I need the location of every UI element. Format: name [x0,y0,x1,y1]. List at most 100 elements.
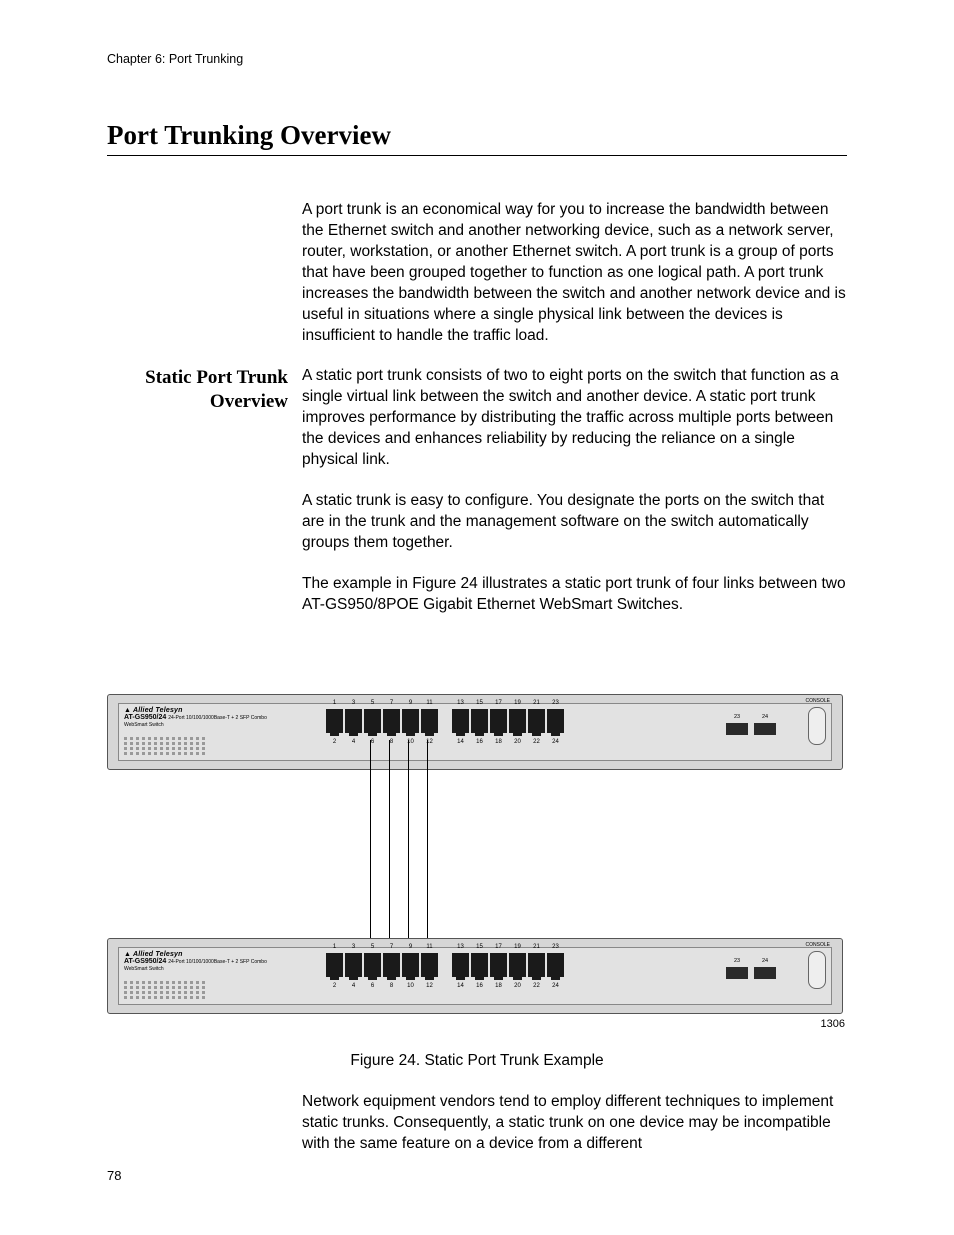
figure-tag: 1306 [107,1018,847,1030]
led-panel [124,971,208,991]
ethernet-port: 1314 [452,709,469,733]
console-port [808,707,826,745]
side-heading: Static Port Trunk Overview [107,366,302,635]
port-number: 17 [490,700,507,706]
port-number: 20 [509,983,526,989]
port-number: 12 [421,739,438,745]
paragraph-2: A static port trunk consists of two to e… [302,366,847,471]
port-number: 1 [326,700,343,706]
port-number: 23 [547,700,564,706]
port-number: 15 [471,700,488,706]
trunk-link [408,740,409,968]
port-number: 2 [326,739,343,745]
port-number: 4 [345,983,362,989]
ethernet-port: 56 [364,953,381,977]
chapter-header: Chapter 6: Port Trunking [107,52,847,66]
port-number: 17 [490,944,507,950]
ethernet-port: 1314 [452,953,469,977]
ethernet-port: 78 [383,953,400,977]
figure-24: ▲ Allied TelesynAT-GS950/24 24-Port 10/1… [107,694,847,1030]
sfp-slots: 23 24 [726,967,776,979]
led-panel [124,727,208,747]
port-number: 21 [528,944,545,950]
paragraph-4: The example in Figure 24 illustrates a s… [302,574,847,616]
port-number: 3 [345,944,362,950]
ethernet-port: 12 [326,953,343,977]
ethernet-port: 1516 [471,953,488,977]
model-label: AT-GS950/24 24-Port 10/100/1000Base-T + … [124,958,284,972]
port-area: 123456789101112 131415161718192021222324 [326,953,564,977]
port-number: 11 [421,700,438,706]
ethernet-port: 1920 [509,709,526,733]
ethernet-port: 1112 [421,709,438,733]
ethernet-port: 2324 [547,953,564,977]
port-area: 123456789101112 131415161718192021222324 [326,709,564,733]
model-label: AT-GS950/24 24-Port 10/100/1000Base-T + … [124,714,284,728]
sfp-port: 23 [726,967,748,979]
trunk-link [389,740,390,968]
ethernet-port: 78 [383,709,400,733]
ethernet-port: 2122 [528,953,545,977]
port-group: 123456789101112 [326,953,438,977]
port-number: 13 [452,700,469,706]
port-number: 5 [364,700,381,706]
port-number: 24 [547,983,564,989]
brand-label: ▲ Allied Telesyn [124,707,284,714]
sfp-slots: 23 24 [726,723,776,735]
console-label: CONSOLE [806,698,830,704]
port-number: 1 [326,944,343,950]
port-group: 123456789101112 [326,709,438,733]
port-number: 5 [364,944,381,950]
port-number: 6 [364,983,381,989]
port-number: 22 [528,983,545,989]
ethernet-port: 910 [402,709,419,733]
switch-label: ▲ Allied TelesynAT-GS950/24 24-Port 10/1… [124,707,284,728]
ethernet-port: 1718 [490,953,507,977]
port-group: 131415161718192021222324 [452,709,564,733]
ethernet-port: 2122 [528,709,545,733]
port-group: 131415161718192021222324 [452,953,564,977]
port-number: 14 [452,983,469,989]
sfp-port: 24 [754,723,776,735]
port-number: 4 [345,739,362,745]
ethernet-port: 1718 [490,709,507,733]
port-number: 16 [471,739,488,745]
ethernet-port: 1920 [509,953,526,977]
port-number: 9 [402,700,419,706]
port-number: 8 [383,983,400,989]
intro-paragraph: A port trunk is an economical way for yo… [302,200,847,346]
port-number: 22 [528,739,545,745]
ethernet-port: 910 [402,953,419,977]
ethernet-port: 34 [345,709,362,733]
port-number: 10 [402,739,419,745]
port-number: 23 [547,944,564,950]
port-number: 3 [345,700,362,706]
sfp-port: 24 [754,967,776,979]
port-number: 6 [364,739,381,745]
figure-caption: Figure 24. Static Port Trunk Example [107,1052,847,1070]
port-number: 12 [421,983,438,989]
ethernet-switch: ▲ Allied TelesynAT-GS950/24 24-Port 10/1… [107,694,843,770]
ethernet-port: 2324 [547,709,564,733]
paragraph-5: Network equipment vendors tend to employ… [302,1092,847,1155]
port-number: 24 [547,739,564,745]
side-heading-line2: Overview [210,391,288,412]
ethernet-port: 56 [364,709,381,733]
port-number: 14 [452,739,469,745]
port-number: 8 [383,739,400,745]
ethernet-switch: ▲ Allied TelesynAT-GS950/24 24-Port 10/1… [107,938,843,1014]
port-number: 21 [528,700,545,706]
port-number: 13 [452,944,469,950]
port-number: 19 [509,944,526,950]
port-number: 15 [471,944,488,950]
ethernet-port: 34 [345,953,362,977]
sfp-port: 23 [726,723,748,735]
ethernet-port: 12 [326,709,343,733]
trunk-link [427,740,428,968]
page-number: 78 [107,1168,121,1183]
ethernet-port: 1516 [471,709,488,733]
side-heading-line1: Static Port Trunk [145,367,288,388]
port-number: 7 [383,944,400,950]
port-number: 7 [383,700,400,706]
port-number: 9 [402,944,419,950]
